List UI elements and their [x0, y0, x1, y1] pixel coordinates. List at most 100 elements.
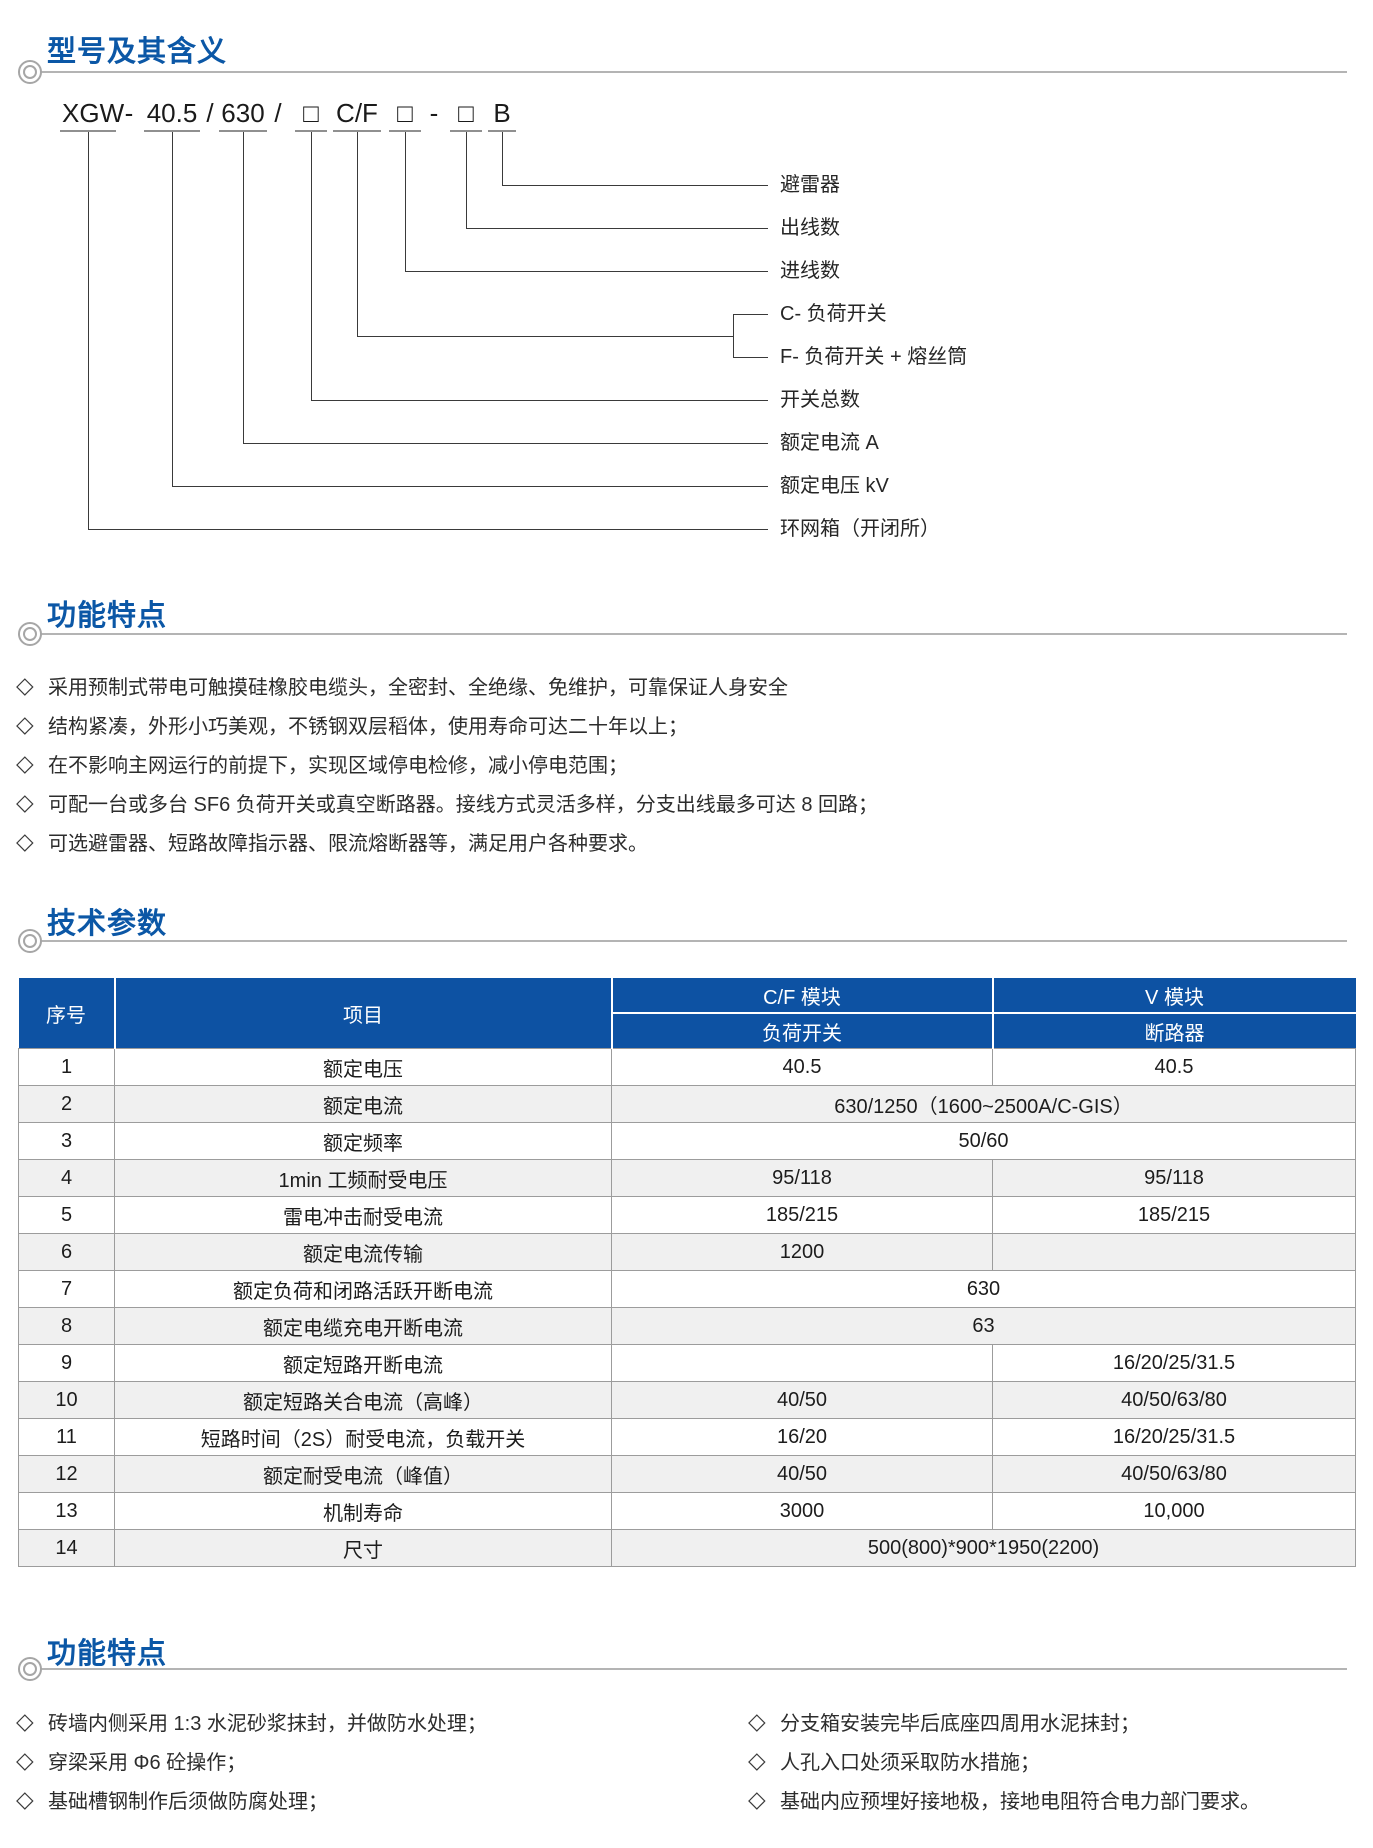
table-cell: 16/20/25/31.5: [992, 1344, 1356, 1382]
table-cell: 11: [18, 1418, 115, 1456]
feature-text: 砖墙内侧采用 1:3 水泥砂浆抹封，并做防水处理；: [48, 1713, 487, 1735]
table-row: 14 尺寸 500(800)*900*1950(2200): [18, 1529, 1356, 1567]
diagram-label: C- 负荷开关: [780, 303, 887, 325]
table-cell: 额定电流: [114, 1085, 612, 1123]
connector-line: [311, 400, 768, 401]
diagram-label: F- 负荷开关 + 熔丝筒: [780, 346, 968, 368]
model-token-separator: /: [274, 98, 282, 128]
table-header-v-module: V 模块: [991, 978, 1356, 1013]
double-ring-icon: [18, 60, 42, 84]
table-cell: 95/118: [611, 1159, 993, 1197]
connector-line: [357, 336, 733, 337]
table-cell: [992, 1233, 1356, 1271]
diagram-label: 环网箱（开闭所）: [780, 518, 940, 540]
connector-line: [502, 132, 503, 185]
table-cell: 10: [18, 1381, 115, 1419]
table-row: 12 额定耐受电流（峰值） 40/50 40/50/63/80: [18, 1455, 1356, 1493]
feature-item: ◇ 基础槽钢制作后须做防腐处理；: [16, 1780, 487, 1819]
features-bottom-right-column: ◇ 分支箱安装完毕后底座四周用水泥抹封； ◇ 人孔入口处须采取防水措施； ◇ 基础内应预埋…: [748, 1702, 1260, 1819]
connector-line: [733, 314, 768, 315]
table-cell: 16/20/25/31.5: [992, 1418, 1356, 1456]
table-row: 11 短路时间（2S）耐受电流，负载开关 16/20 16/20/25/31.5: [18, 1418, 1356, 1456]
table-cell: 1min 工频耐受电压: [114, 1159, 612, 1197]
feature-text: 可选避雷器、短路故障指示器、限流熔断器等，满足用户各种要求。: [48, 833, 648, 855]
table-cell: 16/20: [611, 1418, 993, 1456]
table-row: 9 额定短路开断电流 16/20/25/31.5: [18, 1344, 1356, 1382]
token-underline: [450, 130, 482, 132]
section-divider-line: [40, 940, 1347, 942]
diagram-label: 出线数: [780, 217, 840, 239]
table-row: 6 额定电流传输 1200: [18, 1233, 1356, 1271]
table-cell: 额定频率: [114, 1122, 612, 1160]
table-header-item: 项目: [113, 978, 612, 1049]
feature-item: ◇ 分支箱安装完毕后底座四周用水泥抹封；: [748, 1702, 1260, 1741]
table-cell: 10,000: [992, 1492, 1356, 1530]
model-token: B: [493, 98, 511, 128]
feature-text: 结构紧凑，外形小巧美观，不锈钢双层稻体，使用寿命可达二十年以上；: [48, 716, 688, 738]
table-cell: 额定耐受电流（峰值）: [114, 1455, 612, 1493]
table-cell: 40/50/63/80: [992, 1381, 1356, 1419]
model-token: 40.5: [146, 98, 198, 128]
table-subheader-circuit-breaker: 断路器: [991, 1012, 1356, 1049]
token-underline: [219, 130, 267, 132]
table-cell: 1200: [611, 1233, 993, 1271]
table-cell: 14: [18, 1529, 115, 1567]
connector-line: [172, 132, 173, 486]
table-cell: 3: [18, 1122, 115, 1160]
feature-item: ◇ 可选避雷器、短路故障指示器、限流熔断器等，满足用户各种要求。: [16, 822, 878, 861]
table-cell: 短路时间（2S）耐受电流，负载开关: [114, 1418, 612, 1456]
section-title-model-meaning: 型号及其含义: [47, 36, 228, 68]
table-cell: 40/50: [611, 1381, 993, 1419]
table-cell: 630/1250（1600~2500A/C-GIS）: [611, 1085, 1356, 1123]
table-header-cf-module: C/F 模块: [610, 978, 993, 1013]
table-cell: 185/215: [611, 1196, 993, 1234]
connector-line: [88, 529, 768, 530]
model-token: C/F: [336, 98, 378, 128]
connector-line: [502, 185, 768, 186]
diagram-label: 额定电流 A: [780, 432, 879, 454]
diamond-bullet-icon: ◇: [16, 1747, 34, 1773]
table-row: 2 额定电流 630/1250（1600~2500A/C-GIS）: [18, 1085, 1356, 1123]
double-ring-icon: [18, 929, 42, 953]
connector-line: [733, 357, 768, 358]
feature-item: ◇ 穿梁采用 Φ6 砼操作；: [16, 1741, 487, 1780]
feature-item: ◇ 基础内应预埋好接地极，接地电阻符合电力部门要求。: [748, 1780, 1260, 1819]
table-cell: [611, 1344, 993, 1382]
table-cell: 630: [611, 1270, 1356, 1308]
table-cell: 3000: [611, 1492, 993, 1530]
token-underline: [295, 130, 327, 132]
diamond-bullet-icon: ◇: [16, 672, 34, 698]
connector-line: [466, 132, 467, 228]
feature-item: ◇ 在不影响主网运行的前提下，实现区域停电检修，减小停电范围；: [16, 744, 878, 783]
feature-text: 人孔入口处须采取防水措施；: [780, 1752, 1040, 1774]
feature-text: 基础槽钢制作后须做防腐处理；: [48, 1791, 328, 1813]
diamond-bullet-icon: ◇: [16, 750, 34, 776]
feature-text: 分支箱安装完毕后底座四周用水泥抹封；: [780, 1713, 1140, 1735]
table-cell: 95/118: [992, 1159, 1356, 1197]
model-token-placeholder-box: □: [458, 98, 474, 128]
table-cell: 4: [18, 1159, 115, 1197]
feature-item: ◇ 砖墙内侧采用 1:3 水泥砂浆抹封，并做防水处理；: [16, 1702, 487, 1741]
table-cell: 40/50/63/80: [992, 1455, 1356, 1493]
table-cell: 6: [18, 1233, 115, 1271]
feature-text: 可配一台或多台 SF6 负荷开关或真空断路器。接线方式灵活多样，分支出线最多可达…: [48, 794, 879, 816]
connector-line: [243, 443, 768, 444]
table-header-no: 序号: [18, 978, 115, 1049]
feature-item: ◇ 人孔入口处须采取防水措施；: [748, 1741, 1260, 1780]
table-cell: 雷电冲击耐受电流: [114, 1196, 612, 1234]
diamond-bullet-icon: ◇: [16, 711, 34, 737]
model-token-placeholder-box: □: [397, 98, 413, 128]
model-token-placeholder-box: □: [303, 98, 319, 128]
diamond-bullet-icon: ◇: [748, 1786, 766, 1812]
connector-line: [357, 132, 358, 336]
token-underline: [60, 130, 116, 132]
table-cell: 13: [18, 1492, 115, 1530]
table-cell: 额定短路开断电流: [114, 1344, 612, 1382]
table-row: 10 额定短路关合电流（高峰） 40/50 40/50/63/80: [18, 1381, 1356, 1419]
table-row: 8 额定电缆充电开断电流 63: [18, 1307, 1356, 1345]
diagram-label: 进线数: [780, 260, 840, 282]
table-cell: 12: [18, 1455, 115, 1493]
connector-line: [243, 132, 244, 443]
diamond-bullet-icon: ◇: [16, 789, 34, 815]
